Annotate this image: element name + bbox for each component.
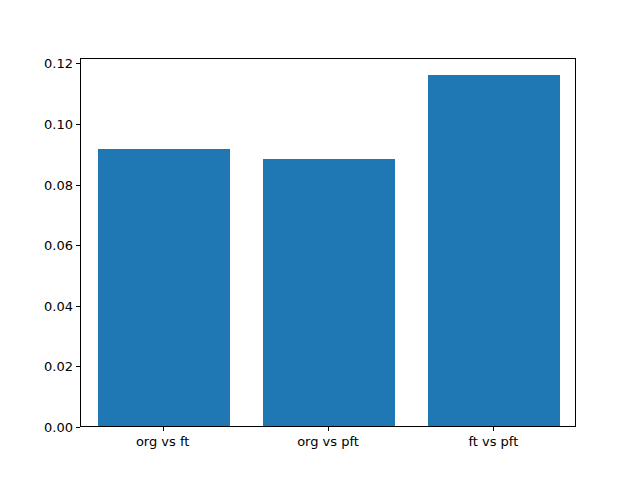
figure: 0.00 0.02 0.04 0.06 0.08 0.10 0.12 org vs ft org… [0, 0, 640, 480]
y-tick-label: 0.02 [33, 360, 73, 373]
y-tick-mark [76, 124, 80, 125]
x-tick-mark [493, 427, 494, 431]
y-tick-mark [76, 427, 80, 428]
y-tick-label: 0.12 [33, 57, 73, 70]
x-tick-mark [163, 427, 164, 431]
y-tick-label: 0.04 [33, 300, 73, 313]
y-tick-label: 0.00 [33, 421, 73, 434]
bar-org-vs-pft [263, 159, 395, 426]
x-tick-label: org vs pft [268, 435, 388, 448]
y-tick-mark [76, 245, 80, 246]
y-tick-label: 0.06 [33, 239, 73, 252]
y-tick-mark [76, 185, 80, 186]
y-tick-mark [76, 63, 80, 64]
y-tick-label: 0.08 [33, 179, 73, 192]
x-tick-label: ft vs pft [433, 435, 553, 448]
bar-ft-vs-pft [428, 75, 560, 426]
y-tick-label: 0.10 [33, 118, 73, 131]
bar-org-vs-ft [98, 149, 230, 426]
y-tick-mark [76, 306, 80, 307]
x-tick-label: org vs ft [103, 435, 223, 448]
y-tick-mark [76, 366, 80, 367]
plot-area [80, 58, 576, 427]
x-tick-mark [328, 427, 329, 431]
